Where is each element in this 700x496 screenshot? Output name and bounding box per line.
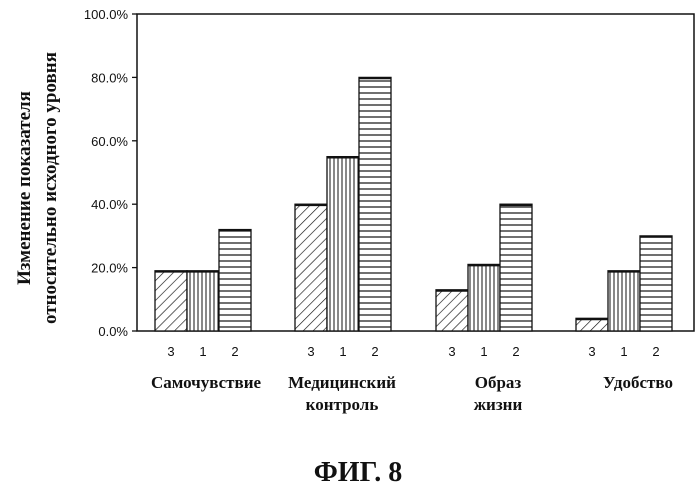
category-label: Образ — [475, 373, 522, 392]
figure-caption: ФИГ. 8 — [314, 457, 402, 488]
y-axis-label-line2: относительно исходного уровня — [40, 52, 61, 324]
bar — [639, 235, 673, 332]
x-tick-label: 1 — [339, 344, 346, 359]
y-tick-label: 60.0% — [91, 134, 128, 149]
bar — [467, 263, 501, 332]
bar — [499, 203, 533, 332]
y-axis-label-line1: Изменение показателя — [14, 91, 35, 285]
x-tick-label: 1 — [199, 344, 206, 359]
category-label: контроль — [306, 395, 379, 414]
bar — [294, 203, 328, 332]
bar — [607, 270, 641, 332]
y-axis-ticks: 0.0% 20.0% 40.0% 60.0% 80.0% 100.0% — [84, 7, 137, 339]
x-tick-label: 2 — [652, 344, 659, 359]
y-tick-label: 100.0% — [84, 7, 129, 22]
x-tick-label: 3 — [448, 344, 455, 359]
y-tick-label: 20.0% — [91, 261, 128, 276]
x-tick-label: 2 — [231, 344, 238, 359]
category-label: Удобство — [603, 373, 673, 392]
bar — [575, 317, 609, 332]
x-tick-label: 2 — [512, 344, 519, 359]
x-tick-label: 3 — [167, 344, 174, 359]
category-label: Самочувствие — [151, 373, 262, 392]
y-axis-label: Изменение показателя относительно исходн… — [14, 52, 61, 324]
x-tick-label: 1 — [620, 344, 627, 359]
plot-area — [136, 13, 695, 332]
bar — [154, 270, 188, 332]
y-tick-label: 80.0% — [91, 70, 128, 85]
bars — [154, 76, 673, 332]
bar — [186, 270, 220, 332]
category-labels: Самочувствие Медицинский контроль Образ жизн… — [151, 373, 673, 414]
x-tick-label: 3 — [588, 344, 595, 359]
category-label: Медицинский — [288, 373, 396, 392]
y-tick-label: 0.0% — [98, 324, 128, 339]
x-tick-label: 1 — [480, 344, 487, 359]
category-label: жизни — [474, 395, 523, 414]
bar — [358, 76, 392, 332]
y-tick-label: 40.0% — [91, 197, 128, 212]
x-axis-tick-labels: 3 1 2 3 1 2 3 1 2 3 1 2 — [167, 344, 659, 359]
x-tick-label: 2 — [371, 344, 378, 359]
bar — [218, 228, 252, 332]
bar — [435, 289, 469, 332]
x-tick-label: 3 — [307, 344, 314, 359]
bar — [326, 155, 360, 332]
